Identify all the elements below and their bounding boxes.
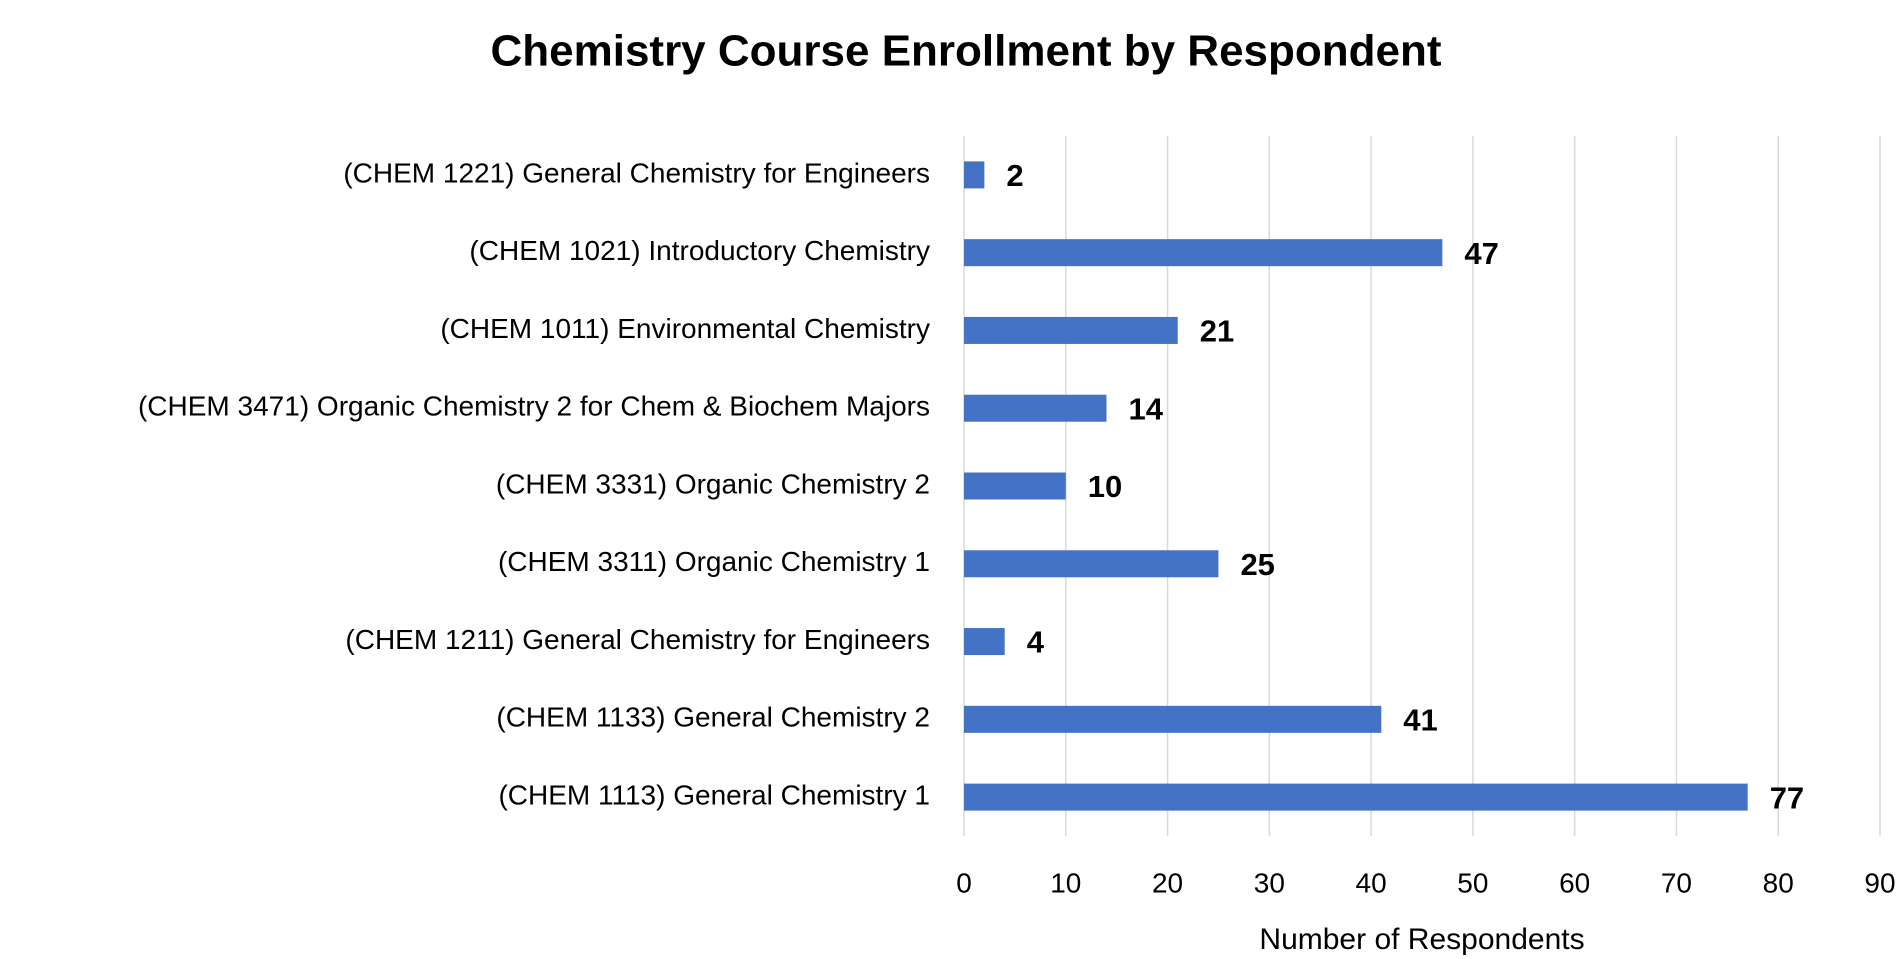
data-label: 25 [1240, 547, 1274, 582]
x-tick-label: 80 [1763, 867, 1794, 898]
x-tick-label: 70 [1661, 867, 1692, 898]
y-tick-label: (CHEM 3311) Organic Chemistry 1 [498, 546, 930, 577]
data-label: 14 [1128, 391, 1163, 426]
y-tick-label: (CHEM 1011) Environmental Chemistry [440, 313, 930, 344]
data-label: 41 [1403, 703, 1437, 738]
chart-title: Chemistry Course Enrollment by Responden… [490, 27, 1441, 76]
x-tick-label: 60 [1559, 867, 1590, 898]
data-label: 47 [1464, 236, 1498, 271]
bar [964, 239, 1443, 267]
y-tick-label: (CHEM 1211) General Chemistry for Engine… [345, 624, 930, 655]
x-tick-label: 10 [1050, 867, 1081, 898]
y-tick-label: (CHEM 1021) Introductory Chemistry [469, 235, 930, 266]
x-tick-label: 30 [1254, 867, 1285, 898]
x-tick-label: 50 [1457, 867, 1488, 898]
y-tick-label: (CHEM 1113) General Chemistry 1 [498, 780, 930, 811]
x-tick-label: 0 [956, 867, 972, 898]
data-label: 2 [1006, 158, 1023, 193]
bar [964, 550, 1219, 578]
x-axis-title: Number of Respondents [1259, 923, 1584, 956]
x-tick-label: 40 [1356, 867, 1387, 898]
bar [964, 316, 1178, 344]
y-tick-label: (CHEM 1221) General Chemistry for Engine… [343, 157, 930, 188]
data-label: 21 [1200, 314, 1234, 349]
bar [964, 628, 1005, 656]
x-tick-label: 90 [1864, 867, 1895, 898]
bar [964, 783, 1748, 811]
y-tick-label: (CHEM 3471) Organic Chemistry 2 for Chem… [138, 391, 930, 422]
data-label: 77 [1770, 780, 1804, 815]
data-label: 4 [1027, 625, 1045, 660]
bar [964, 472, 1066, 500]
y-tick-label: (CHEM 1133) General Chemistry 2 [496, 702, 930, 733]
x-tick-label: 20 [1152, 867, 1183, 898]
data-label: 10 [1088, 469, 1122, 504]
bar [964, 705, 1382, 733]
bar [964, 161, 985, 189]
bar [964, 394, 1107, 422]
y-tick-label: (CHEM 3331) Organic Chemistry 2 [496, 468, 930, 499]
